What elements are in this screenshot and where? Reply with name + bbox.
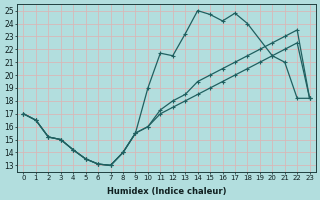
X-axis label: Humidex (Indice chaleur): Humidex (Indice chaleur) xyxy=(107,187,226,196)
